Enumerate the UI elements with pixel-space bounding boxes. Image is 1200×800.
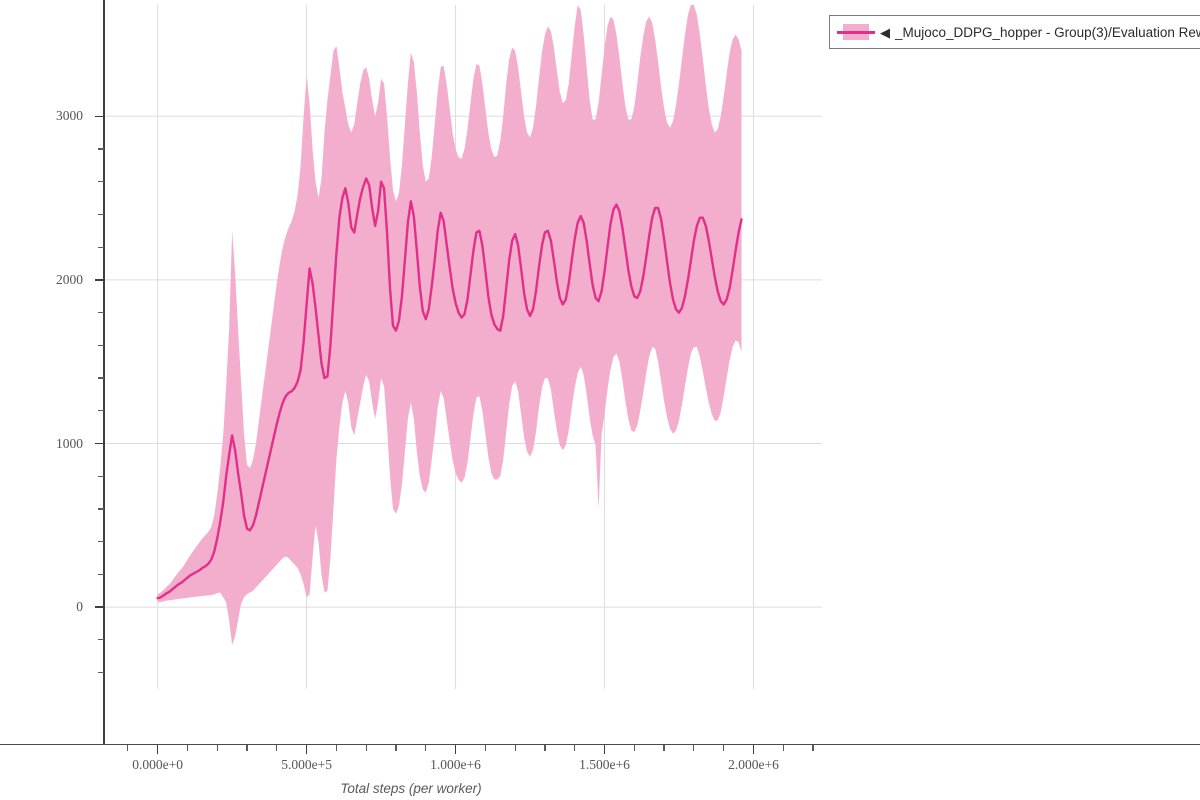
x-tick-minor <box>276 745 278 751</box>
y-tick-major <box>95 279 104 281</box>
y-tick-minor <box>98 672 104 674</box>
legend[interactable]: ◀ _Mujoco_DDPG_hopper - Group(3)/Evaluat… <box>829 15 1200 49</box>
x-tick-minor <box>633 745 635 751</box>
x-tick-label: 5.000e+5 <box>281 757 332 772</box>
y-tick-minor <box>98 312 104 314</box>
x-tick-minor <box>127 745 129 751</box>
x-tick-minor <box>395 745 397 751</box>
x-tick-minor <box>544 745 546 751</box>
y-tick-major <box>95 115 104 117</box>
x-axis-spine <box>0 744 1200 746</box>
y-tick-minor <box>98 213 104 216</box>
y-tick-label: 0 <box>76 599 83 615</box>
x-tick-minor <box>693 745 695 751</box>
x-tick-major <box>156 745 159 754</box>
y-tick-minor <box>98 410 104 412</box>
y-tick-major <box>95 442 104 445</box>
x-tick-minor <box>484 745 486 751</box>
y-tick-label: 3000 <box>56 108 83 124</box>
y-tick-label: 1000 <box>56 435 83 451</box>
x-tick-minor <box>574 745 576 751</box>
x-tick-major <box>305 745 308 754</box>
legend-marker-icon: ◀ <box>880 24 890 40</box>
legend-line-swatch <box>837 31 875 34</box>
x-tick-minor <box>246 745 248 751</box>
x-tick-minor <box>723 745 725 751</box>
y-tick-minor <box>98 148 104 150</box>
x-tick-minor <box>186 745 188 751</box>
y-tick-minor <box>98 508 104 510</box>
y-tick-minor <box>98 181 104 183</box>
data-series <box>156 5 743 645</box>
y-tick-minor <box>98 573 104 576</box>
mean-line <box>156 177 743 600</box>
confidence-band <box>157 5 742 645</box>
x-tick-minor <box>425 745 427 751</box>
x-tick-minor <box>335 745 337 751</box>
y-tick-minor <box>98 541 104 543</box>
y-tick-minor <box>98 246 104 248</box>
plot-area <box>104 5 822 689</box>
y-axis-spine <box>103 0 105 745</box>
x-tick-minor <box>663 745 665 751</box>
x-tick-minor <box>812 745 814 751</box>
x-tick-label: 1.000e+6 <box>430 757 481 772</box>
legend-label: _Mujoco_DDPG_hopper - Group(3)/Evaluatio… <box>895 24 1200 40</box>
y-tick-label: 2000 <box>56 271 83 287</box>
y-tick-minor <box>98 377 104 379</box>
y-tick-minor <box>98 639 104 641</box>
x-tick-major <box>603 745 606 754</box>
y-tick-minor <box>98 344 104 346</box>
y-tick-major <box>95 606 104 608</box>
x-axis-title: Total steps (per worker) <box>340 781 482 796</box>
x-tick-minor <box>216 745 218 751</box>
x-tick-label: 0.000e+0 <box>132 757 183 772</box>
x-tick-minor <box>514 745 516 751</box>
x-tick-label: 2.000e+6 <box>728 757 779 772</box>
x-tick-major <box>752 745 755 754</box>
x-tick-minor <box>365 745 367 751</box>
y-tick-minor <box>98 475 104 477</box>
x-tick-major <box>454 745 457 754</box>
x-tick-minor <box>782 745 784 751</box>
x-tick-label: 1.500e+6 <box>579 757 630 772</box>
legend-swatch <box>837 21 875 43</box>
